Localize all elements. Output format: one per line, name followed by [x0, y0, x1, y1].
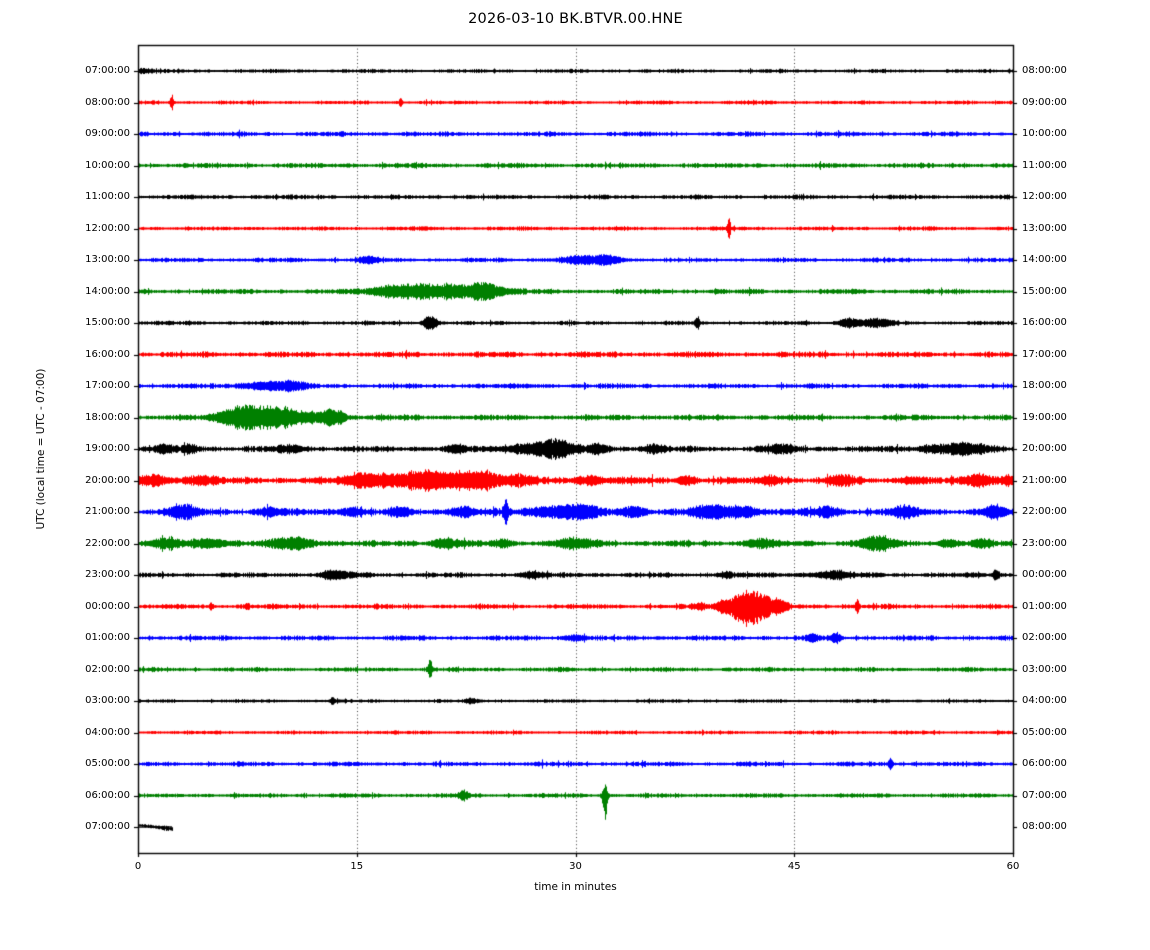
y-tick-label-left: 15:00:00	[85, 317, 130, 328]
y-tick-label-left: 18:00:00	[85, 411, 130, 423]
y-tick-label-right: 17:00:00	[1022, 348, 1067, 360]
y-tick-label-right: 22:00:00	[1022, 506, 1067, 517]
y-tick-label-right: 01:00:00	[1022, 600, 1067, 612]
y-tick-label-right: 05:00:00	[1022, 726, 1067, 738]
x-tick-label: 60	[1006, 861, 1020, 872]
y-tick-label-left: 06:00:00	[85, 789, 130, 801]
y-tick-label-right: 13:00:00	[1022, 222, 1067, 234]
y-tick-label-right: 08:00:00	[1022, 821, 1067, 832]
x-tick-label: 0	[134, 861, 142, 872]
y-tick-label-right: 12:00:00	[1022, 191, 1067, 202]
y-tick-label-left: 08:00:00	[85, 96, 130, 108]
y-tick-label-right: 08:00:00	[1022, 65, 1067, 76]
y-tick-label-left: 11:00:00	[85, 191, 130, 202]
y-tick-label-left: 12:00:00	[85, 222, 130, 234]
y-tick-label-left: 03:00:00	[85, 695, 130, 706]
x-tick-label: 15	[350, 861, 364, 872]
y-tick-label-left: 14:00:00	[85, 285, 130, 297]
y-tick-label-left: 17:00:00	[85, 380, 130, 391]
y-tick-label-right: 04:00:00	[1022, 695, 1067, 706]
y-tick-label-left: 00:00:00	[85, 600, 130, 612]
y-tick-label-right: 06:00:00	[1022, 758, 1067, 769]
y-tick-label-right: 19:00:00	[1022, 411, 1067, 423]
y-tick-label-right: 02:00:00	[1022, 632, 1067, 643]
x-axis-label: time in minutes	[534, 881, 617, 893]
chart-title: 2026-03-10 BK.BTVR.00.HNE	[468, 11, 683, 27]
y-tick-label-right: 00:00:00	[1022, 569, 1067, 580]
y-tick-label-left: 02:00:00	[85, 663, 130, 675]
y-tick-label-right: 15:00:00	[1022, 285, 1067, 297]
y-tick-label-left: 01:00:00	[85, 632, 130, 643]
y-tick-label-left: 16:00:00	[85, 348, 130, 360]
y-tick-label-left: 04:00:00	[85, 726, 130, 738]
x-tick-label: 45	[787, 861, 801, 872]
y-tick-label-right: 14:00:00	[1022, 254, 1067, 265]
y-axis-label: UTC (local time = UTC - 07:00)	[35, 368, 47, 530]
y-tick-label-right: 11:00:00	[1022, 159, 1067, 171]
y-tick-label-left: 07:00:00	[85, 821, 130, 832]
y-tick-label-left: 20:00:00	[85, 474, 130, 486]
y-tick-label-right: 20:00:00	[1022, 443, 1067, 454]
y-tick-label-left: 13:00:00	[85, 254, 130, 265]
y-tick-label-right: 09:00:00	[1022, 96, 1067, 108]
y-tick-label-right: 03:00:00	[1022, 663, 1067, 675]
y-tick-label-right: 10:00:00	[1022, 128, 1067, 139]
y-tick-label-left: 09:00:00	[85, 128, 130, 139]
y-tick-label-left: 07:00:00	[85, 65, 130, 76]
x-tick-label: 30	[569, 861, 582, 872]
y-tick-label-left: 10:00:00	[85, 159, 130, 171]
y-tick-label-right: 21:00:00	[1022, 474, 1067, 486]
y-tick-label-right: 23:00:00	[1022, 537, 1067, 549]
y-tick-label-right: 16:00:00	[1022, 317, 1067, 328]
y-tick-label-left: 19:00:00	[85, 443, 130, 454]
y-tick-label-right: 07:00:00	[1022, 789, 1067, 801]
y-tick-label-left: 21:00:00	[85, 506, 130, 517]
y-tick-label-left: 05:00:00	[85, 758, 130, 769]
y-tick-label-right: 18:00:00	[1022, 380, 1067, 391]
y-tick-label-left: 22:00:00	[85, 537, 130, 549]
y-tick-label-left: 23:00:00	[85, 569, 130, 580]
